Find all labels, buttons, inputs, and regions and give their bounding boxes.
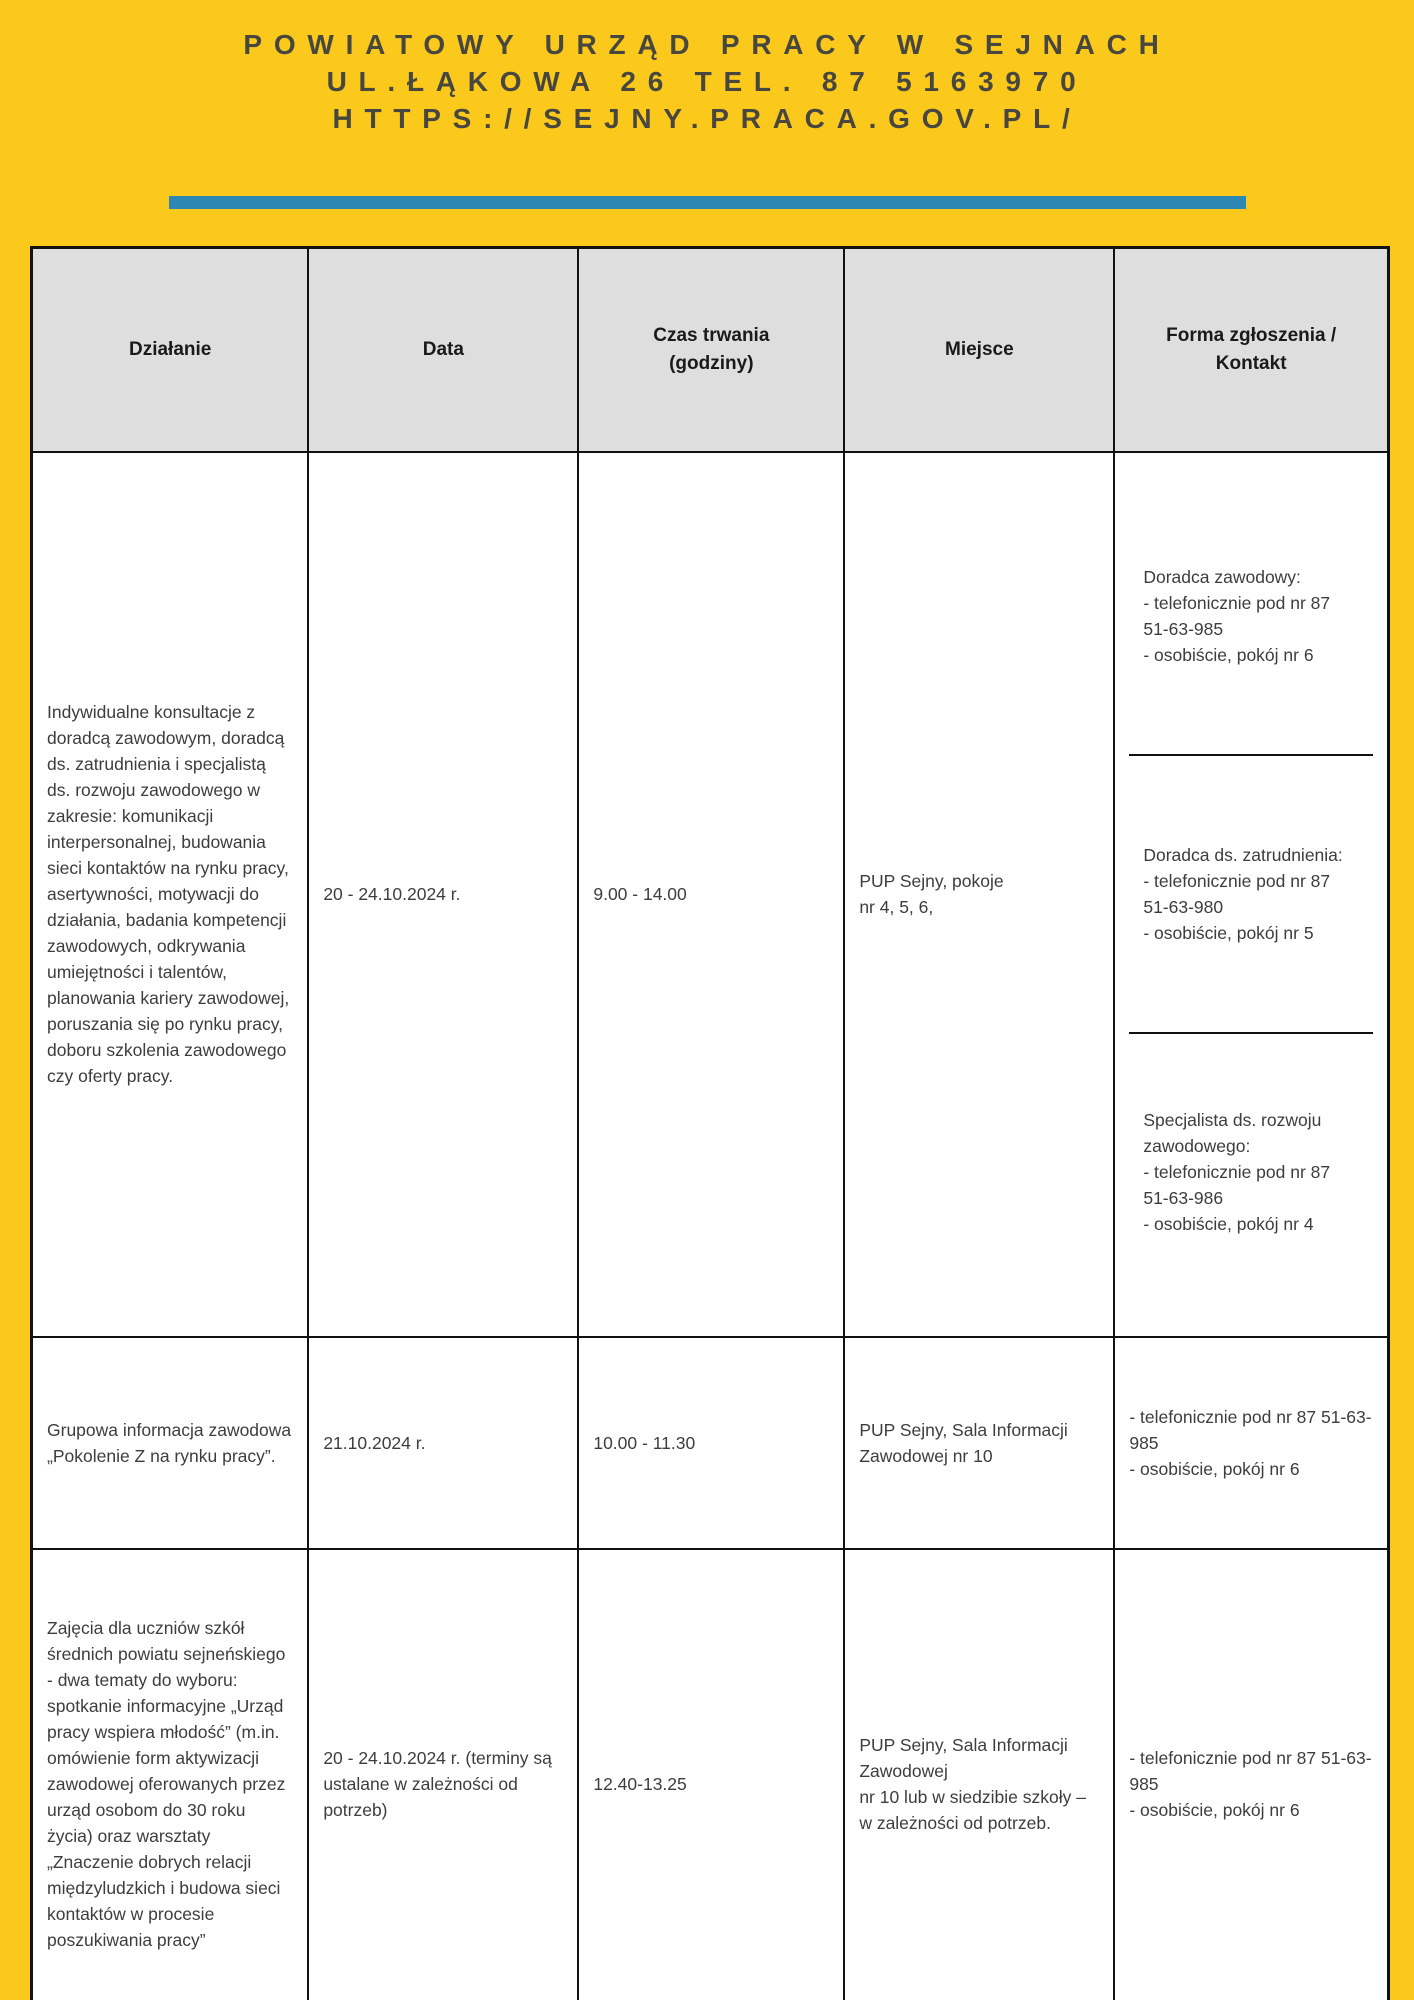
org-address-phone: UL.ŁĄKOWA 26 TEL. 87 5163970 [326,66,1088,97]
cell-action-school-classes: Zajęcia dla uczniów szkół średnich powia… [30,1547,310,2000]
org-name: POWIATOWY URZĄD PRACY W SEJNACH [243,29,1171,60]
cell-contact-group-info: - telefonicznie pod nr 87 51-63-985 - os… [1113,1335,1390,1550]
letterhead: POWIATOWY URZĄD PRACY W SEJNACH UL.ŁĄKOW… [0,0,1414,137]
cell-date-school-classes: 20 - 24.10.2024 r. (terminy są ustalane … [307,1547,580,2000]
column-header-czas-trwania: Czas trwania (godziny) [577,246,846,453]
cell-place-group-info: PUP Sejny, Sala Informacji Zawodowej nr … [843,1335,1116,1550]
cell-date-consultations: 20 - 24.10.2024 r. [307,450,580,1338]
accent-divider-bar [168,196,1246,209]
cell-place-consultations: PUP Sejny, pokoje nr 4, 5, 6, [843,450,1116,1338]
table-row-school-classes: Zajęcia dla uczniów szkół średnich powia… [30,1547,1390,2000]
cell-contact-stack: Doradca zawodowy: - telefonicznie pod nr… [1113,450,1390,1338]
cell-duration-school-classes: 12.40-13.25 [577,1547,846,2000]
cell-date-group-info: 21.10.2024 r. [307,1335,580,1550]
cell-place-school-classes: PUP Sejny, Sala Informacji Zawodowej nr … [843,1547,1116,2000]
column-header-miejsce: Miejsce [843,246,1116,453]
contact-stack-container: Doradca zawodowy: - telefonicznie pod nr… [1129,479,1373,1310]
table-row-group-info: Grupowa informacja zawodowa „Pokolenie Z… [30,1335,1390,1550]
cell-action-consultations: Indywidualne konsultacje z doradcą zawod… [30,450,310,1338]
contact-doradca-zawodowy: Doradca zawodowy: - telefonicznie pod nr… [1143,567,1331,666]
column-header-dzialanie: Działanie [30,246,310,453]
schedule-table: Działanie Data Czas trwania (godziny) Mi… [30,246,1390,2000]
contact-specjalista-rozwoju: Specjalista ds. rozwoju zawodowego: - te… [1129,1031,1373,1310]
cell-duration-group-info: 10.00 - 11.30 [577,1335,846,1550]
column-header-data: Data [307,246,580,453]
column-header-forma-zgloszenia: Forma zgłoszenia / Kontakt [1113,246,1390,453]
table-row-individual-consultations: Indywidualne konsultacje z doradcą zawod… [30,450,1390,1338]
cell-duration-consultations: 9.00 - 14.00 [577,450,846,1338]
table-header-row: Działanie Data Czas trwania (godziny) Mi… [30,246,1390,453]
cell-contact-school-classes: - telefonicznie pod nr 87 51-63-985 - os… [1113,1547,1390,2000]
contact-doradca-zatrudnienia: Doradca ds. zatrudnienia: - telefoniczni… [1129,754,1373,1032]
cell-action-group-info: Grupowa informacja zawodowa „Pokolenie Z… [30,1335,310,1550]
org-website: HTTPS://SEJNY.PRACA.GOV.PL/ [332,103,1082,134]
